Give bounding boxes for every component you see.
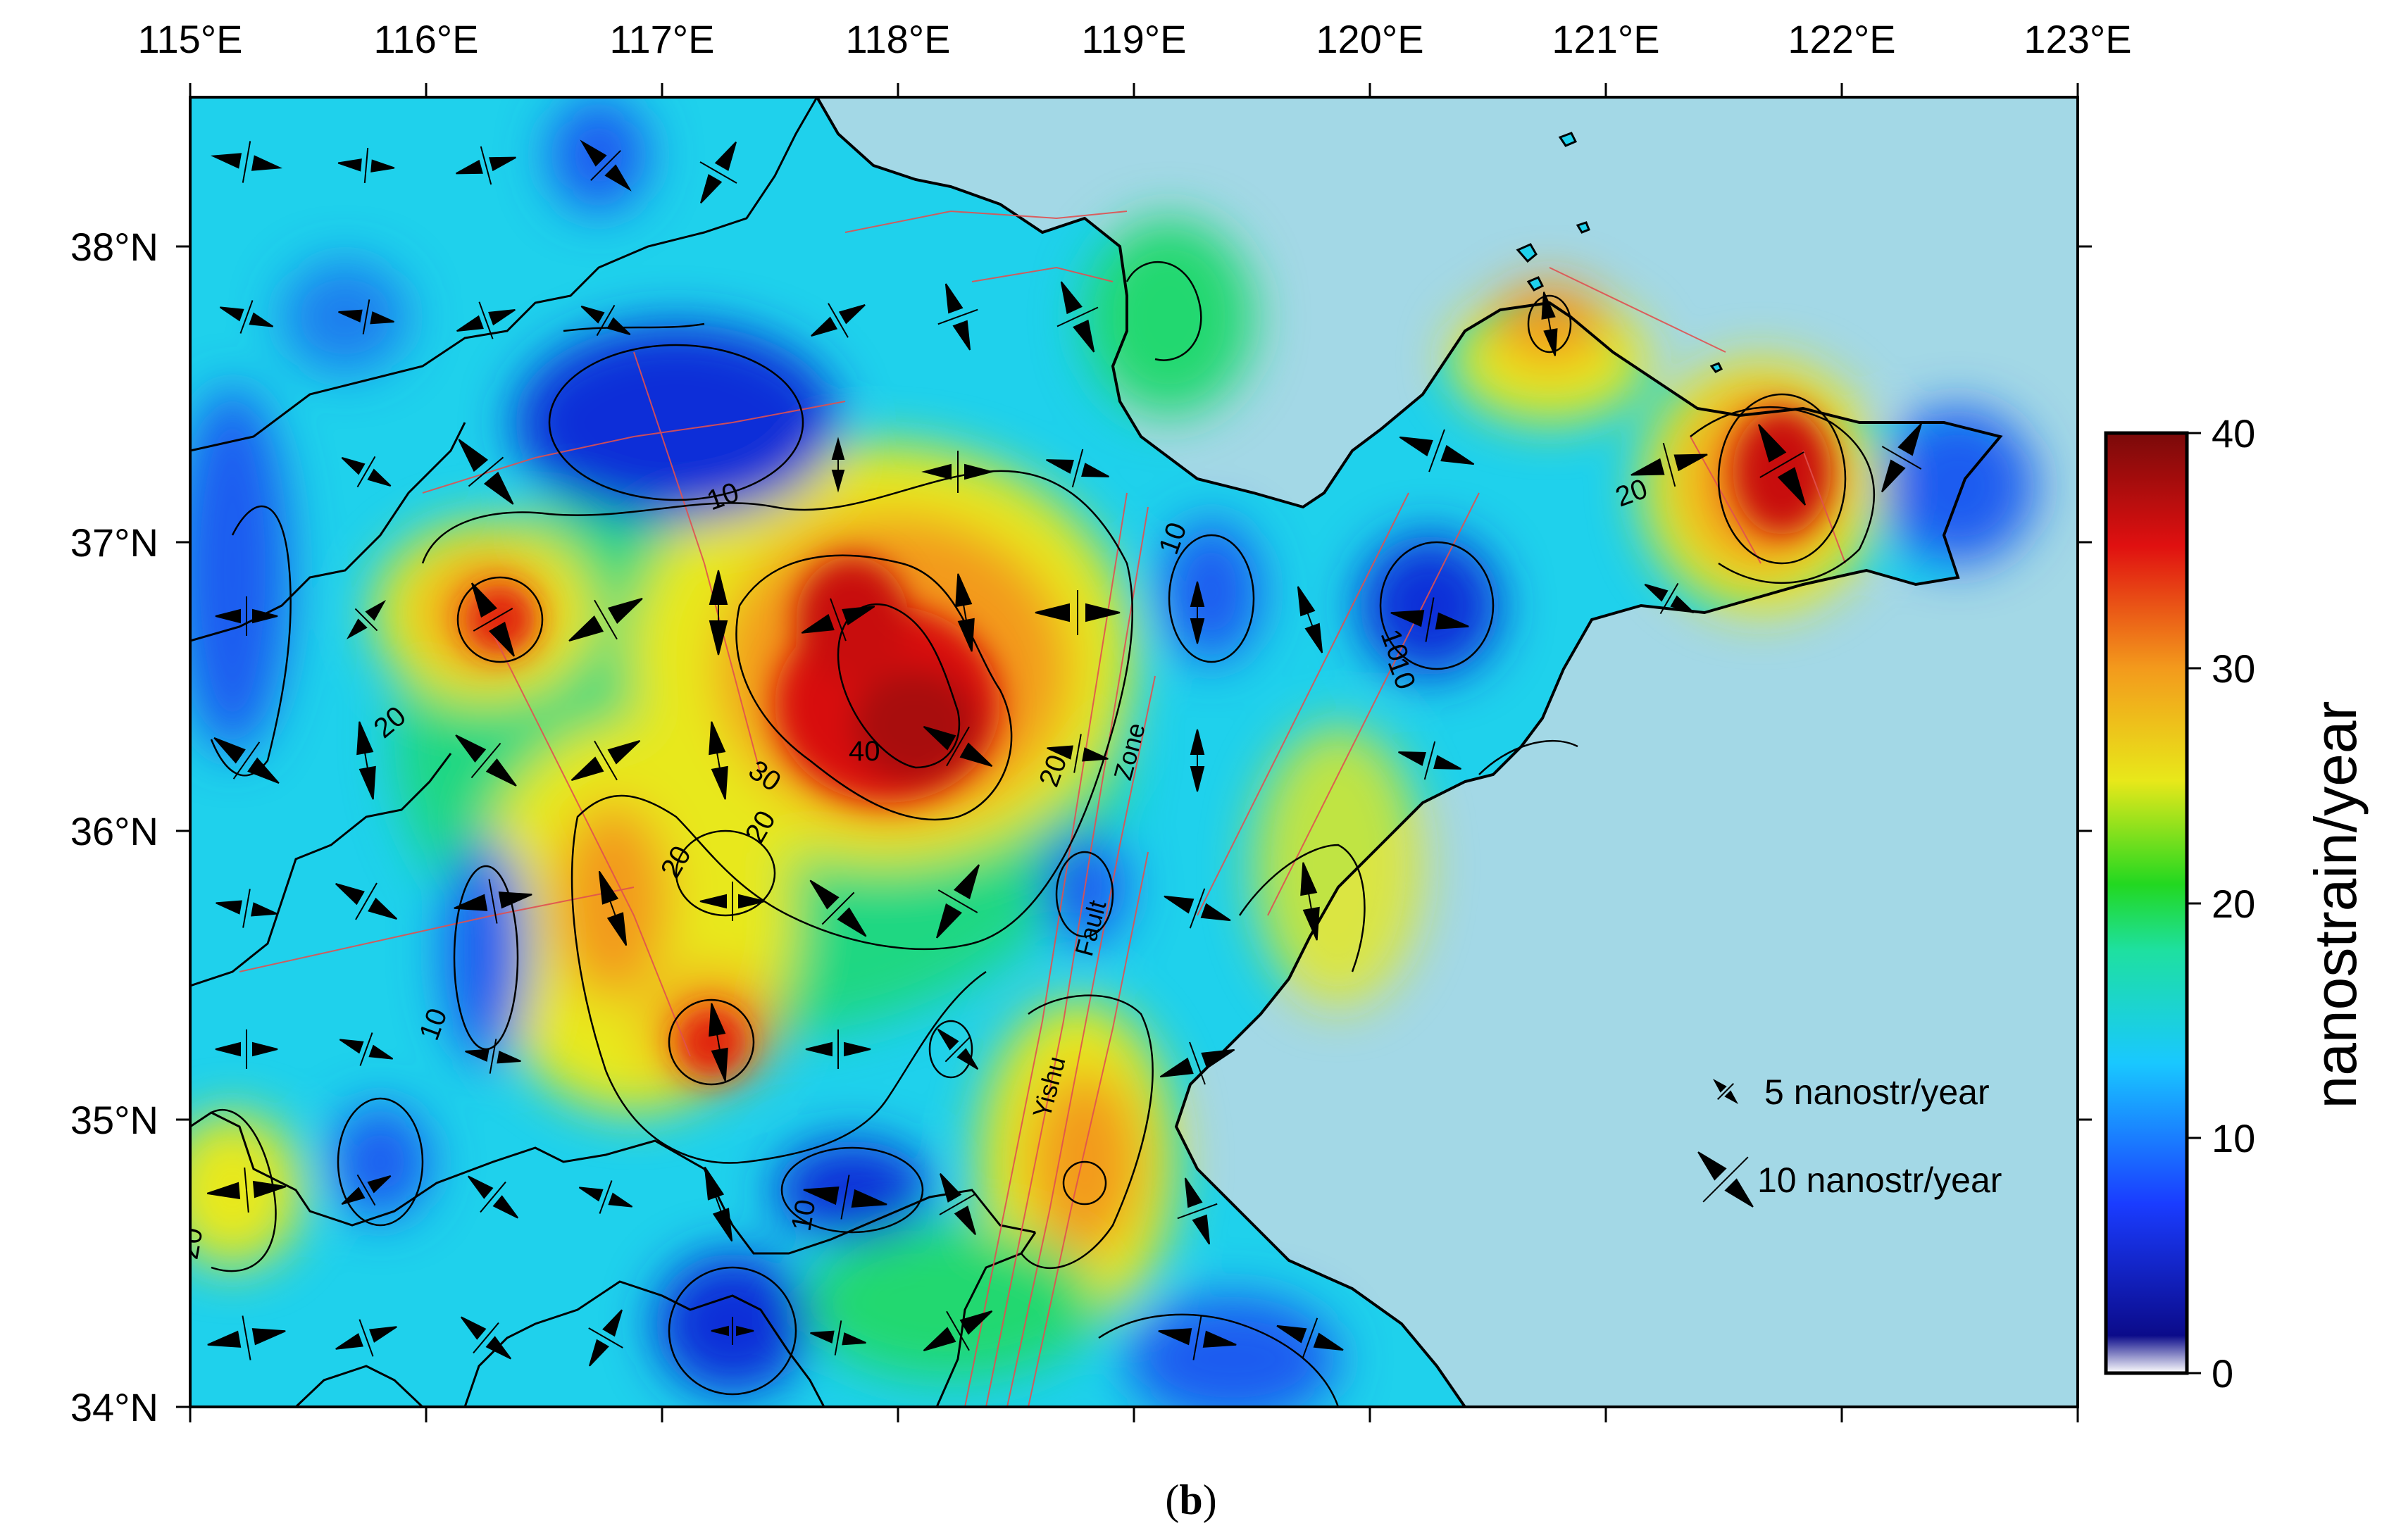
lat-label: 34°N	[70, 1385, 158, 1429]
lon-label: 120°E	[1316, 17, 1423, 61]
colorbar-title: nanostrain/year	[2302, 701, 2369, 1108]
colorbar-tick-label: 20	[2212, 882, 2255, 926]
axis-ticks	[176, 83, 2092, 1422]
strain-cross-symbols	[206, 139, 1922, 1367]
latitude-labels: 38°N 37°N 36°N 35°N 34°N	[70, 225, 158, 1429]
legend-symbol-5	[1712, 1078, 1739, 1105]
contour-label: 40	[849, 736, 880, 767]
lon-label: 122°E	[1788, 17, 1895, 61]
longitude-labels: 115°E 116°E 117°E 118°E 119°E 120°E 121°…	[137, 17, 2131, 61]
lat-label: 36°N	[70, 809, 158, 853]
lon-label: 115°E	[137, 17, 242, 61]
lon-label: 121°E	[1552, 17, 1659, 61]
lon-label: 119°E	[1081, 17, 1186, 61]
contour-label: 10	[786, 1197, 822, 1233]
colorbar-tick-label: 40	[2212, 411, 2255, 456]
lon-label: 116°E	[373, 17, 478, 61]
province-boundaries	[190, 97, 1037, 1407]
caption-close: )	[1203, 1477, 1217, 1523]
coastline	[816, 97, 2003, 1407]
colorbar-tick-label: 10	[2212, 1116, 2255, 1160]
colorbar-gradient	[2104, 431, 2189, 1375]
lat-label: 38°N	[70, 225, 158, 269]
colorbar: 40 30 20 10 0 nanostrain/year	[2104, 411, 2369, 1396]
colorbar-tick-label: 0	[2212, 1351, 2233, 1396]
legend-label-10: 10 nanostr/year	[1757, 1160, 2002, 1200]
contour-lines	[210, 261, 1875, 1407]
map-legend: 5 nanostr/year 10 nanostr/year	[1697, 1072, 2002, 1208]
lat-label: 35°N	[70, 1098, 158, 1142]
strain-field-peaks	[465, 408, 1831, 1077]
fault-lines	[239, 210, 1846, 1407]
lat-label: 37°N	[70, 520, 158, 565]
caption-open: (	[1165, 1477, 1179, 1523]
legend-label-5: 5 nanostr/year	[1764, 1072, 1990, 1112]
colorbar-tick-label: 30	[2212, 646, 2255, 691]
colorbar-ticks	[2187, 432, 2201, 1375]
legend-symbol-10	[1697, 1151, 1754, 1208]
map-panel: 10 20 30 40 20 20 10 20 10 10 20 10 10 2…	[190, 97, 2078, 1407]
figure-caption: (b)	[1165, 1477, 1216, 1523]
lon-label: 117°E	[609, 17, 714, 61]
caption-letter: b	[1179, 1477, 1202, 1523]
islands	[1516, 132, 1723, 373]
lon-label: 118°E	[845, 17, 950, 61]
lon-label: 123°E	[2024, 17, 2131, 61]
